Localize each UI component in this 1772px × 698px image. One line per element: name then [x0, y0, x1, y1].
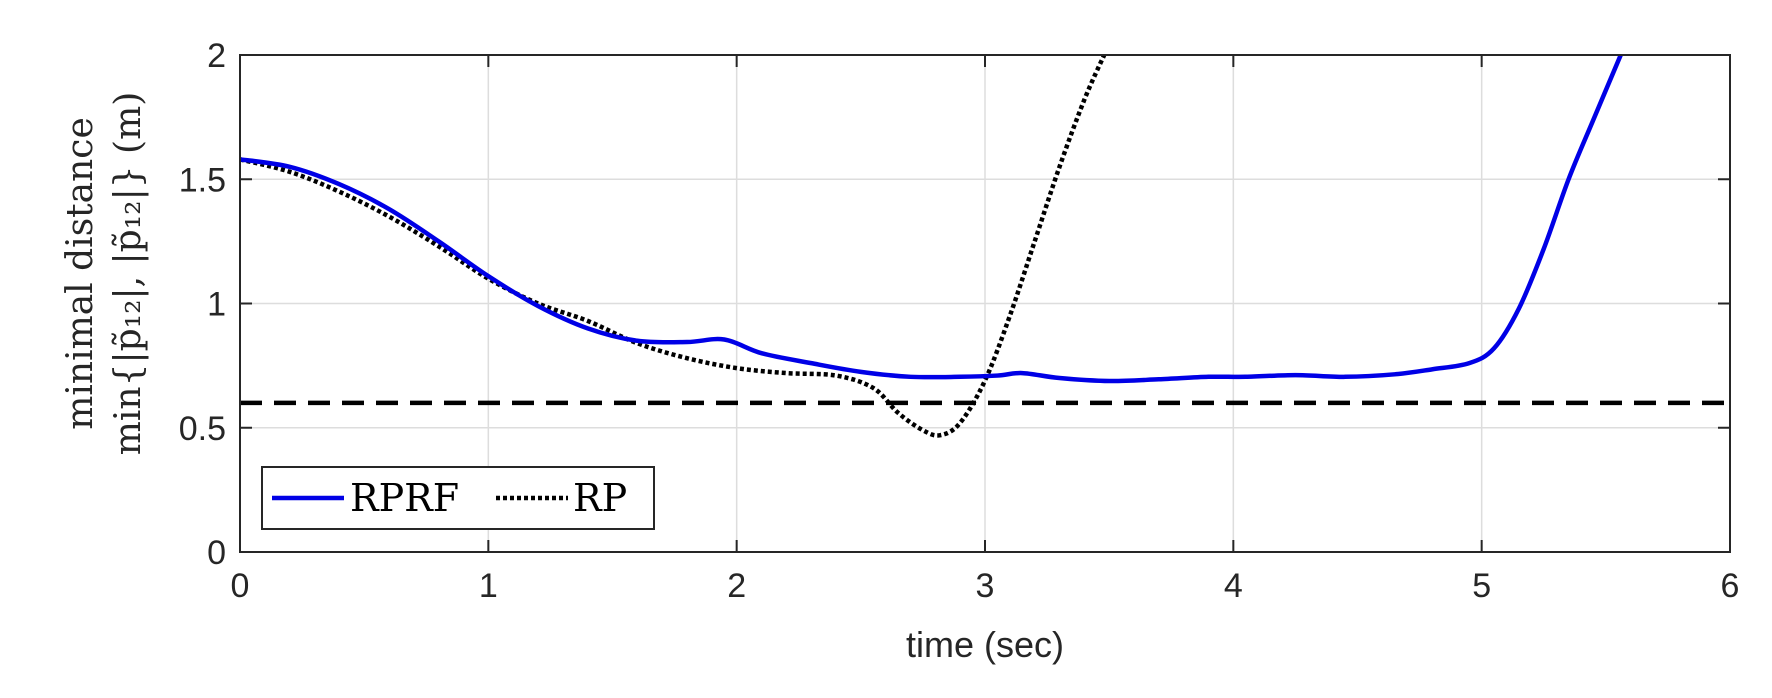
x-tick-label: 3 [976, 567, 995, 605]
x-tick-label: 0 [231, 567, 250, 605]
legend-label-rp: RP [573, 476, 627, 520]
y-tick-label: 1 [207, 286, 226, 324]
y-axis-title-line-1: minimal distance [60, 117, 101, 430]
x-tick-label: 4 [1224, 567, 1243, 605]
series-line-rp [240, 55, 1107, 438]
y-tick-labels: 0 0.5 1 1.5 2 [179, 37, 226, 572]
series-line-rprf [240, 55, 1623, 384]
x-tick-label: 1 [479, 567, 498, 605]
legend-label-rprf: RPRF [350, 476, 459, 520]
axis-ticks [239, 54, 1731, 553]
y-tick-label: 0 [207, 534, 226, 572]
y-tick-label: 0.5 [179, 410, 226, 448]
x-tick-label: 2 [727, 567, 746, 605]
series-layer [240, 55, 1623, 438]
x-tick-labels: 0 1 2 3 4 5 6 [231, 567, 1740, 605]
y-axis-title-line-2: min{|p̃₁₂|, |p̃₁₂|} (m) [108, 92, 149, 456]
x-tick-label: 6 [1721, 567, 1740, 605]
y-tick-label: 1.5 [179, 161, 226, 199]
y-axis-title: minimal distance min{|p̃₁₂|, |p̃₁₂|} (m) [60, 92, 149, 456]
y-tick-label: 2 [207, 37, 226, 75]
x-tick-label: 5 [1472, 567, 1491, 605]
x-axis-title: time (sec) [906, 624, 1064, 665]
legend: RPRF RP [261, 466, 655, 530]
